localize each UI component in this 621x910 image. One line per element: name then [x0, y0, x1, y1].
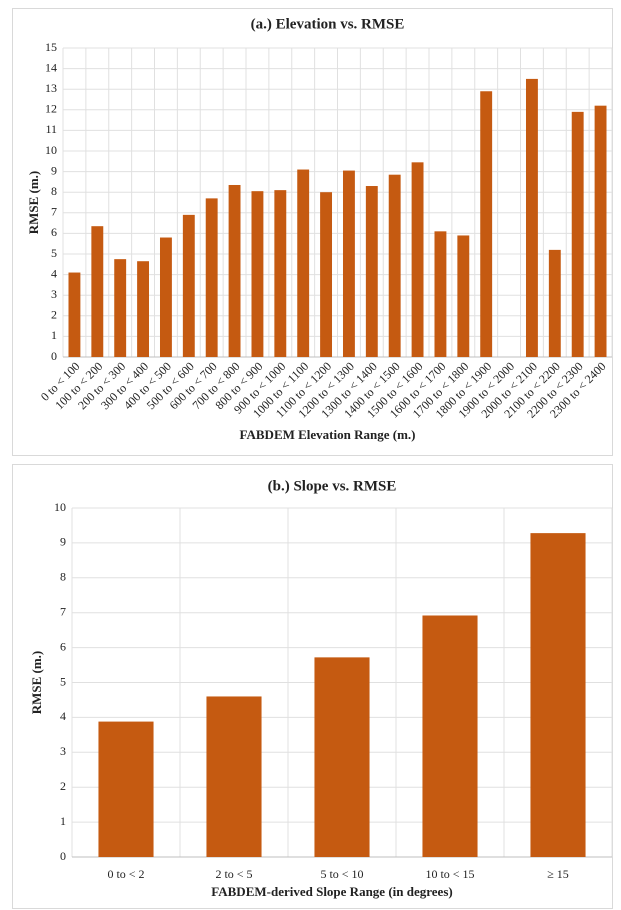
bar: [228, 184, 241, 357]
y-tick-label: 0: [60, 849, 66, 863]
y-tick-label: 12: [45, 102, 57, 116]
y-tick-label: 3: [51, 287, 57, 301]
bar: [530, 533, 586, 857]
bar: [594, 105, 607, 358]
bar: [297, 169, 310, 357]
y-tick-label: 7: [60, 604, 66, 618]
y-axis-title: RMSE (m.): [29, 651, 44, 715]
y-tick-label: 1: [60, 814, 66, 828]
bar: [114, 259, 127, 357]
y-tick-label: 10: [45, 143, 57, 157]
bar: [548, 249, 561, 357]
y-tick-label: 6: [60, 639, 66, 653]
bar: [251, 191, 264, 357]
y-axis-title: RMSE (m.): [26, 171, 41, 235]
y-tick-label: 14: [45, 60, 57, 74]
x-axis-title: FABDEM Elevation Range (m.): [240, 427, 416, 442]
y-tick-label: 10: [54, 500, 66, 514]
y-tick-label: 5: [60, 674, 66, 688]
bar: [342, 170, 355, 357]
bar: [137, 261, 150, 357]
bar: [91, 226, 104, 357]
bar: [182, 214, 195, 357]
bar: [388, 174, 401, 357]
x-tick-label: 2 to < 5: [215, 867, 252, 881]
y-tick-label: 11: [45, 122, 57, 136]
y-tick-label: 15: [45, 40, 57, 54]
bar: [274, 190, 287, 357]
bar: [525, 78, 538, 358]
bar: [159, 237, 172, 357]
chart-title: (a.) Elevation vs. RMSE: [251, 16, 405, 32]
y-tick-label: 2: [60, 779, 66, 793]
bar: [571, 111, 584, 357]
y-tick-label: 8: [51, 184, 57, 198]
bar: [205, 198, 218, 357]
y-tick-label: 4: [60, 709, 66, 723]
y-tick-label: 4: [51, 266, 57, 280]
bar: [434, 231, 447, 357]
bar: [480, 91, 493, 357]
bar: [320, 192, 333, 357]
y-tick-label: 13: [45, 81, 57, 95]
x-tick-label: 10 to < 15: [425, 867, 474, 881]
y-tick-label: 9: [51, 163, 57, 177]
y-tick-label: 3: [60, 744, 66, 758]
bar: [68, 272, 81, 357]
bar: [365, 186, 378, 357]
y-tick-label: 2: [51, 308, 57, 322]
y-tick-label: 0: [51, 349, 57, 363]
y-tick-label: 9: [60, 535, 66, 549]
y-tick-label: 6: [51, 225, 57, 239]
bar: [422, 615, 478, 857]
x-axis-title: FABDEM-derived Slope Range (in degrees): [211, 884, 452, 899]
bar: [98, 721, 154, 857]
y-tick-label: 7: [51, 205, 57, 219]
y-tick-label: 5: [51, 246, 57, 260]
y-tick-label: 8: [60, 570, 66, 584]
x-tick-label: 0 to < 2: [107, 867, 144, 881]
bar: [457, 235, 470, 357]
bar: [206, 696, 262, 857]
bar: [314, 657, 370, 857]
x-tick-label: 5 to < 10: [320, 867, 363, 881]
chart-title: (b.) Slope vs. RMSE: [268, 478, 397, 494]
bar: [411, 162, 424, 357]
x-tick-label: ≥ 15: [547, 867, 569, 881]
y-tick-label: 1: [51, 328, 57, 342]
